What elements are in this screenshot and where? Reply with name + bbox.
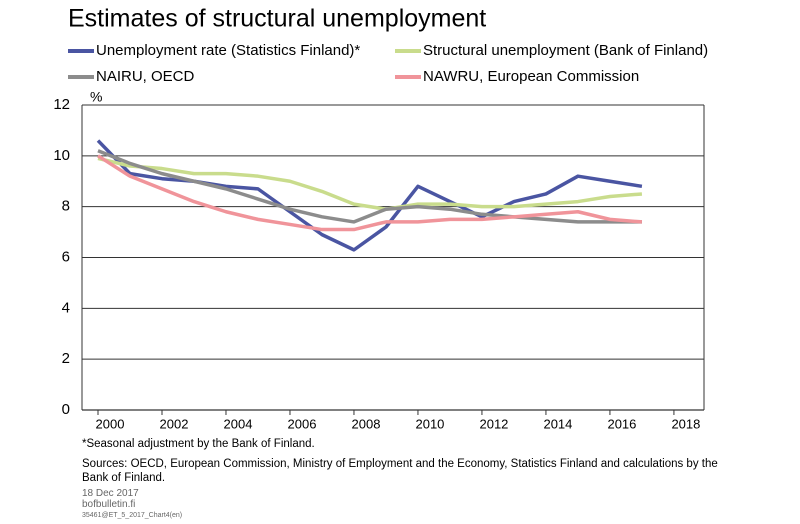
y-tick-label: 8 bbox=[62, 198, 70, 215]
x-tick-label: 2010 bbox=[415, 416, 444, 431]
y-tick-label: 12 bbox=[53, 96, 70, 113]
x-tick-label: 2004 bbox=[224, 416, 253, 431]
legend-label: Structural unemployment (Bank of Finland… bbox=[423, 42, 708, 59]
series-line bbox=[97, 149, 642, 224]
y-tick-label: 2 bbox=[62, 350, 70, 367]
y-tick-label: 10 bbox=[53, 147, 70, 164]
sources: Sources: OECD, European Commission, Mini… bbox=[82, 458, 718, 484]
x-tick-label: 2012 bbox=[479, 416, 508, 431]
x-tick-label: 2008 bbox=[352, 416, 381, 431]
legend-label: Unemployment rate (Statistics Finland)* bbox=[96, 42, 360, 59]
x-tick-label: 2000 bbox=[96, 416, 125, 431]
website: bofbulletin.fi bbox=[82, 499, 136, 510]
x-tick-label: 2006 bbox=[288, 416, 317, 431]
x-tick-label: 2018 bbox=[671, 416, 700, 431]
legend-label: NAWRU, European Commission bbox=[423, 68, 639, 85]
y-tick-label: 4 bbox=[62, 299, 70, 316]
x-tick-label: 2002 bbox=[160, 416, 189, 431]
series-line bbox=[97, 156, 643, 211]
y-tick-label: 6 bbox=[62, 248, 70, 265]
y-axis-label: % bbox=[90, 89, 102, 105]
footnote: *Seasonal adjustment by the Bank of Finl… bbox=[82, 438, 315, 450]
code: 35461@ET_5_2017_Chart4(en) bbox=[82, 512, 183, 519]
legend-label: NAIRU, OECD bbox=[96, 68, 195, 85]
date: 18 Dec 2017 bbox=[82, 488, 139, 499]
series-line bbox=[97, 154, 643, 232]
x-tick-label: 2016 bbox=[607, 416, 636, 431]
x-tick-label: 2014 bbox=[543, 416, 572, 431]
chart-title: Estimates of structural unemployment bbox=[68, 5, 486, 33]
y-tick-label: 0 bbox=[62, 401, 70, 418]
